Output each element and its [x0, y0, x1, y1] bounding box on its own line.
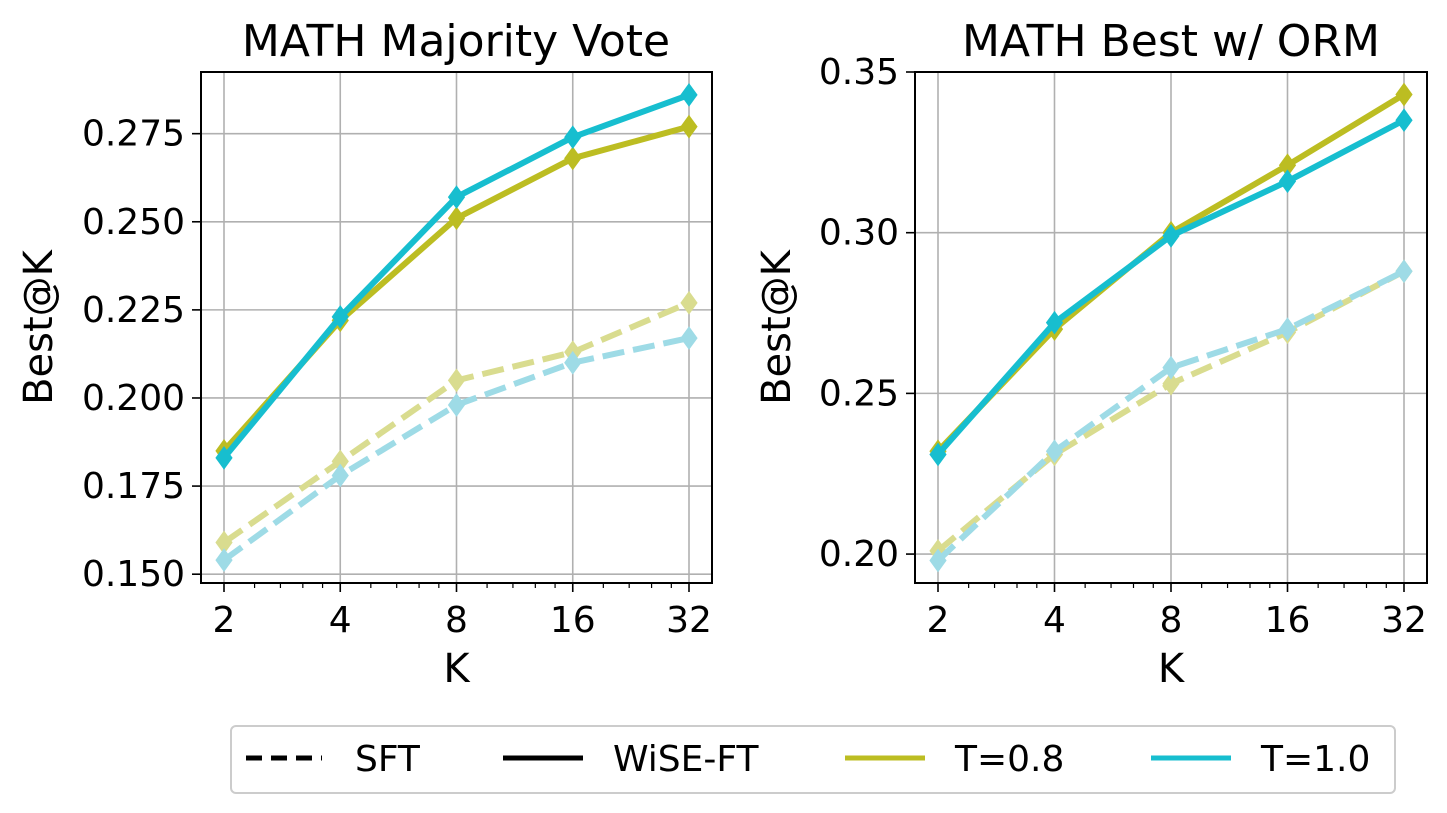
- x-tick-label: 4: [329, 600, 352, 641]
- chart-title: MATH Majority Vote: [242, 16, 670, 67]
- data-point-sft-t-1-0-k32: [1395, 259, 1413, 284]
- data-point-sft-t-1-0-k2: [929, 548, 947, 573]
- series-sft-t-0-8: [215, 290, 698, 555]
- series-wise-ft-t-1-0: [215, 83, 698, 470]
- data-point-wise-ft-t-1-0-k2: [215, 446, 233, 470]
- x-tick-label: 8: [445, 600, 468, 641]
- x-tick-label: 4: [1043, 600, 1066, 641]
- legend-item-wise-ft: WiSE-FT: [503, 739, 759, 780]
- legend-item-sft: SFT: [246, 739, 421, 780]
- data-point-sft-t-1-0-k4: [331, 463, 349, 488]
- legend-frame: [230, 725, 1396, 794]
- x-tick-label: 2: [213, 600, 236, 641]
- data-point-sft-t-1-0-k16: [564, 350, 582, 375]
- series-sft-t-1-0: [929, 259, 1413, 573]
- y-tick-label: 0.225: [82, 290, 185, 331]
- legend: SFT WiSE-FT T=0.8 T=1.0: [230, 725, 1396, 794]
- legend-label: T=1.0: [1260, 739, 1370, 780]
- data-point-wise-ft-t-0-8-k32: [680, 114, 698, 139]
- legend-item-t-1-0: T=1.0: [1151, 739, 1370, 780]
- chart-title: MATH Best w/ ORM: [962, 16, 1380, 67]
- x-tick-label: 8: [1160, 600, 1183, 641]
- x-tick-label: 16: [550, 600, 596, 641]
- data-point-sft-t-1-0-k16: [1278, 317, 1297, 341]
- data-point-sft-t-0-8-k32: [680, 290, 698, 315]
- y-axis-label: Best@K: [16, 248, 62, 405]
- data-point-sft-t-0-8-k8: [447, 368, 466, 393]
- legend-label: SFT: [355, 739, 421, 780]
- data-point-sft-t-0-8-k8: [1162, 371, 1180, 396]
- y-tick-label: 0.35: [819, 52, 899, 93]
- series-line-sft-t-1-0: [935, 268, 1406, 563]
- x-tick-label: 32: [666, 600, 712, 641]
- series-wise-ft-t-1-0: [929, 108, 1413, 467]
- legend-label: T=0.8: [954, 739, 1064, 780]
- x-axis-label: K: [1158, 646, 1186, 692]
- chart-best-orm: 2 4 8 16 32 0.20 0.25 0.30 0.35 MATH Best w/ ORM K…: [754, 16, 1428, 692]
- data-point-wise-ft-t-1-0-k16: [1278, 169, 1297, 194]
- y-axis-label: Best@K: [754, 248, 800, 405]
- x-axis-label: K: [443, 646, 471, 692]
- y-tick-label: 0.200: [82, 378, 185, 419]
- data-point-sft-t-1-0-k4: [1045, 439, 1064, 464]
- chart-majority-vote: 2 4 8 16 32 0.150 0.175 0.200 0.225 0.250 0.275 MAT…: [16, 16, 713, 692]
- data-point-wise-ft-t-0-8-k16: [564, 146, 582, 171]
- y-tick-label: 0.175: [82, 466, 185, 507]
- y-tick-label: 0.25: [819, 373, 899, 414]
- data-point-wise-ft-t-1-0-k8: [1162, 224, 1180, 248]
- data-point-sft-t-1-0-k8: [447, 393, 466, 417]
- legend-item-t-0-8: T=0.8: [845, 739, 1064, 780]
- x-tick-label: 32: [1381, 600, 1427, 641]
- data-point-sft-t-1-0-k2: [215, 548, 233, 572]
- data-point-wise-ft-t-1-0-k8: [447, 185, 466, 209]
- data-point-wise-ft-t-0-8-k32: [1395, 82, 1413, 107]
- legend-label: WiSE-FT: [613, 739, 759, 780]
- y-tick-label: 0.275: [82, 114, 185, 155]
- y-tick-label: 0.150: [82, 554, 185, 595]
- data-point-wise-ft-t-1-0-k32: [1395, 108, 1413, 133]
- data-point-wise-ft-t-1-0-k32: [680, 83, 698, 107]
- x-tick-label: 2: [927, 600, 950, 641]
- y-tick-label: 0.30: [819, 213, 899, 254]
- y-tick-label: 0.250: [82, 202, 185, 243]
- data-point-wise-ft-t-0-8-k8: [447, 206, 466, 231]
- data-point-sft-t-1-0-k8: [1162, 355, 1180, 380]
- data-point-wise-ft-t-1-0-k4: [331, 305, 349, 329]
- series-sft-t-1-0: [215, 326, 698, 572]
- data-point-wise-ft-t-1-0-k2: [929, 442, 947, 467]
- data-point-wise-ft-t-1-0-k4: [1045, 310, 1064, 335]
- x-tick-label: 16: [1265, 600, 1311, 641]
- data-point-wise-ft-t-1-0-k16: [564, 125, 582, 150]
- y-tick-label: 0.20: [819, 534, 899, 575]
- data-point-sft-t-1-0-k32: [680, 326, 698, 350]
